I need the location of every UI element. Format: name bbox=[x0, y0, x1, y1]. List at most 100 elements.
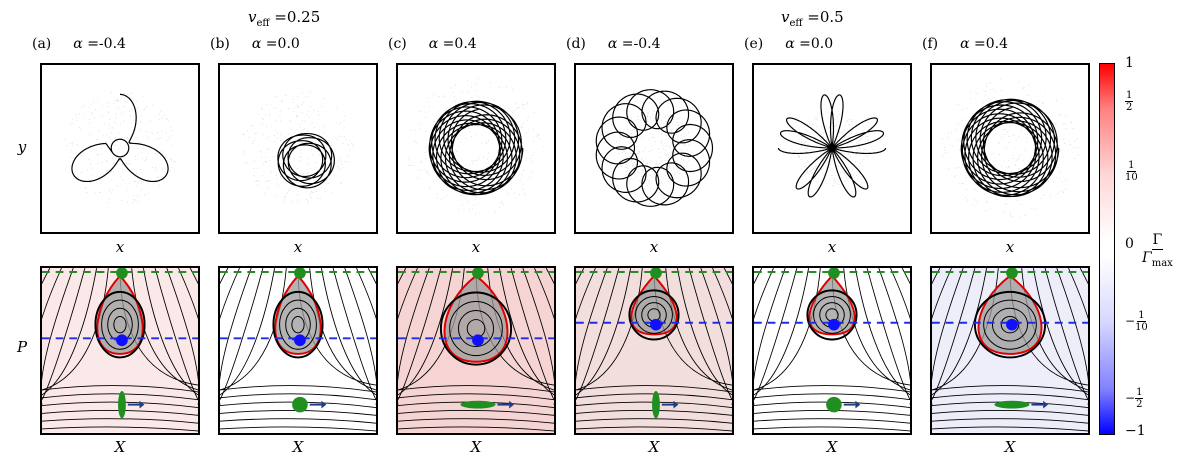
swimmer-arrowhead bbox=[139, 400, 145, 409]
veff-symbol: v bbox=[248, 8, 257, 26]
swimmer-shape bbox=[826, 396, 842, 413]
orbit-loop bbox=[813, 295, 851, 334]
streamline bbox=[398, 268, 407, 415]
bottom-xlabel-0: X bbox=[114, 438, 126, 456]
streamline bbox=[522, 268, 554, 405]
streamline bbox=[356, 268, 376, 410]
phase-panel-5 bbox=[930, 266, 1090, 435]
top-xlabel-5: x bbox=[1005, 238, 1015, 256]
alpha-symbol: α bbox=[251, 36, 262, 52]
density-cloud bbox=[242, 91, 355, 204]
phase-panel-3 bbox=[574, 266, 734, 435]
colorbar-label-sub: max bbox=[1151, 257, 1173, 269]
blue-fixed-point bbox=[650, 318, 662, 331]
streamline bbox=[712, 268, 732, 410]
streamline bbox=[220, 418, 376, 424]
streamline bbox=[932, 268, 952, 410]
bottom-xlabel-2: X bbox=[470, 438, 482, 456]
group-title-veff-05: veff =0.5 bbox=[781, 8, 844, 29]
streamline bbox=[398, 268, 418, 410]
colorbar-tick-2: 1 10 bbox=[1125, 160, 1138, 183]
orbit-loop bbox=[635, 295, 673, 334]
orbit-loop bbox=[291, 315, 305, 334]
orbit-loop bbox=[113, 315, 127, 334]
trajectory-panel-0 bbox=[40, 63, 200, 234]
streamline bbox=[220, 426, 376, 432]
streamline bbox=[754, 268, 774, 410]
streamline bbox=[309, 268, 376, 391]
streamline bbox=[932, 393, 1088, 401]
panel-header-5: (f) α =0.4 bbox=[922, 36, 1008, 52]
veff-subscript: eff bbox=[256, 18, 270, 29]
streamline bbox=[576, 426, 732, 432]
streamline bbox=[688, 268, 732, 400]
panel-header-3: (d) α =-0.4 bbox=[566, 36, 661, 52]
streamline bbox=[723, 268, 732, 415]
veff-symbol: v bbox=[781, 8, 790, 26]
streamline bbox=[932, 426, 1088, 432]
streamline bbox=[154, 268, 198, 400]
streamline bbox=[42, 268, 86, 400]
streamline bbox=[42, 426, 198, 432]
streamline bbox=[700, 268, 732, 405]
top-xlabel-1: x bbox=[293, 238, 303, 256]
trajectory-path bbox=[428, 100, 524, 196]
tick-den: 2 bbox=[1126, 102, 1133, 113]
tick-den: 10 bbox=[1125, 172, 1138, 183]
panel-letter: (f) bbox=[922, 36, 939, 52]
streamline bbox=[332, 268, 376, 400]
trajectory-panel-4 bbox=[752, 63, 912, 234]
streamlines bbox=[220, 268, 376, 432]
trajectory-panel-2 bbox=[396, 63, 556, 234]
streamline bbox=[220, 385, 376, 393]
orbit-loop bbox=[439, 291, 513, 366]
alpha-value: =0.0 bbox=[794, 36, 834, 52]
streamline bbox=[220, 393, 376, 401]
swimmer-shape bbox=[118, 390, 126, 419]
orbit-loop bbox=[457, 310, 495, 348]
colorbar-label-num: Γ bbox=[1151, 232, 1164, 250]
group-title-veff-025: veff =0.25 bbox=[248, 8, 320, 29]
streamline bbox=[576, 268, 620, 400]
alpha-value: =-0.4 bbox=[82, 36, 126, 52]
streamline bbox=[932, 409, 1088, 416]
bottom-xlabel-3: X bbox=[648, 438, 660, 456]
swimmer-shape bbox=[652, 390, 660, 419]
blue-fixed-point bbox=[294, 334, 306, 347]
density-cloud bbox=[64, 92, 176, 204]
tick-den: 2 bbox=[1136, 399, 1143, 410]
orbit-loop bbox=[101, 299, 139, 350]
streamline bbox=[932, 385, 1088, 393]
droplet-region bbox=[444, 275, 508, 362]
trajectory-path bbox=[595, 89, 714, 207]
streamline bbox=[576, 268, 608, 405]
alpha-value: =-0.4 bbox=[617, 36, 661, 52]
streamline bbox=[576, 385, 732, 393]
streamline bbox=[932, 268, 976, 400]
bottom-xlabel-5: X bbox=[1004, 438, 1016, 456]
streamline bbox=[220, 268, 229, 415]
phase-panel-4 bbox=[752, 266, 912, 435]
orbit-loop bbox=[279, 299, 317, 350]
alpha-symbol: α bbox=[607, 36, 618, 52]
veff-value: =0.25 bbox=[269, 8, 321, 26]
streamline bbox=[189, 268, 198, 415]
streamline bbox=[398, 426, 554, 432]
streamline bbox=[42, 268, 109, 391]
green-fixed-point bbox=[650, 268, 662, 279]
streamline bbox=[1068, 268, 1088, 410]
orbit-loop bbox=[806, 289, 858, 341]
orbit-loop bbox=[983, 299, 1037, 350]
streamline bbox=[42, 418, 198, 424]
colorbar-tick-6: −1 bbox=[1125, 423, 1146, 439]
green-fixed-point bbox=[294, 268, 306, 279]
bottom-row-ylabel: P bbox=[16, 338, 28, 356]
alpha-symbol: α bbox=[960, 36, 970, 52]
colorbar-tick-0: 1 bbox=[1125, 55, 1134, 71]
orbit-loop bbox=[991, 307, 1029, 342]
streamline bbox=[142, 268, 198, 396]
streamline bbox=[890, 268, 910, 410]
swimmer-arrowhead bbox=[509, 400, 515, 409]
alpha-value: =0.4 bbox=[969, 36, 1009, 52]
veff-subscript: eff bbox=[789, 18, 803, 29]
